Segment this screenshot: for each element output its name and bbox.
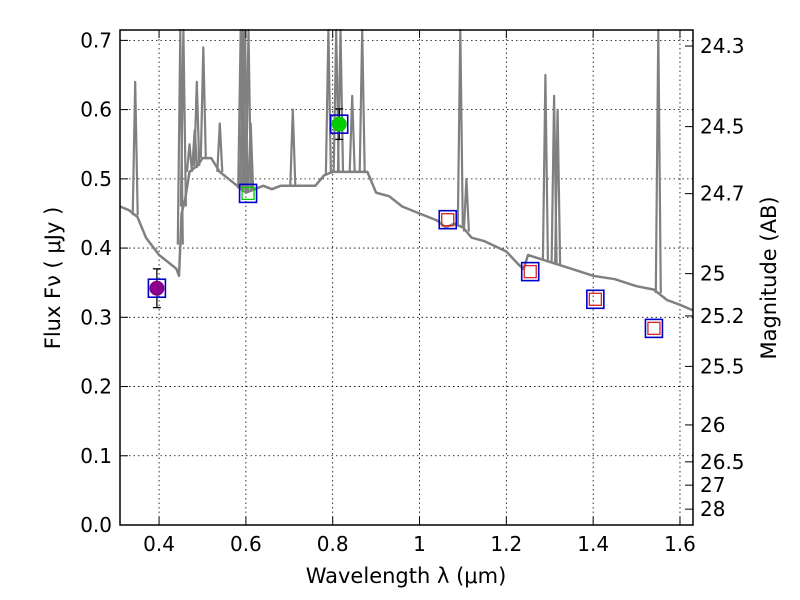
emission-line xyxy=(348,94,356,172)
x-axis-label: Wavelength λ (μm) xyxy=(306,564,507,588)
model-flux-square xyxy=(520,261,540,282)
upper-limit-marker xyxy=(588,292,602,306)
y-axis-label: Flux Fν ( μJy ) xyxy=(41,207,65,350)
emission-line xyxy=(541,73,549,261)
model-flux-square xyxy=(147,278,167,299)
emission-line xyxy=(193,80,201,167)
mag-tick-label: 26 xyxy=(700,413,725,437)
grid xyxy=(120,30,693,526)
emission-line xyxy=(199,46,207,159)
axis-ticks: 0.4 0.6 0.8 1 1.2 1.4 1.6 0.0 0.1 0.2 0.3 0.4 0.5 0.6… xyxy=(80,28,744,556)
y-tick-label: 0.6 xyxy=(80,98,112,122)
photometry-points xyxy=(147,108,664,339)
x-tick-label: 0.6 xyxy=(230,532,262,556)
x-tick-label: 0.8 xyxy=(317,532,349,556)
model-flux-square xyxy=(438,209,458,230)
mag-tick-label: 25 xyxy=(700,262,725,286)
upper-limit-marker xyxy=(647,321,661,336)
model-flux-square xyxy=(329,114,349,134)
emission-line xyxy=(462,177,470,232)
y-tick-label: 0.0 xyxy=(80,513,112,537)
observed-flux-point xyxy=(149,280,165,296)
x-tick-label: 1.2 xyxy=(490,532,522,556)
mag-tick-label: 25.2 xyxy=(700,304,745,328)
emission-line xyxy=(185,143,194,172)
mag-tick-label: 24.7 xyxy=(700,182,745,206)
x-tick-label: 1.4 xyxy=(577,532,609,556)
y-tick-label: 0.5 xyxy=(80,167,112,191)
mag-tick-label: 28 xyxy=(700,497,725,521)
y-tick-label: 0.2 xyxy=(80,375,112,399)
y2-axis-label: Magnitude (AB) xyxy=(757,196,781,359)
model-flux-square xyxy=(586,289,605,310)
observed-flux-point xyxy=(331,116,347,132)
mag-tick-label: 24.5 xyxy=(700,115,745,139)
y-tick-label: 0.3 xyxy=(80,305,112,329)
y-tick-label: 0.1 xyxy=(80,444,112,468)
emission-line xyxy=(131,80,139,216)
x-tick-label: 1 xyxy=(413,532,426,556)
y-tick-label: 0.7 xyxy=(80,28,112,52)
x-tick-label: 1.6 xyxy=(664,532,696,556)
mag-tick-label: 25.5 xyxy=(700,354,745,378)
emission-line xyxy=(216,122,224,172)
plot-frame xyxy=(119,29,694,526)
y-tick-label: 0.4 xyxy=(80,236,112,260)
emission-line xyxy=(247,122,255,191)
upper-limit-marker xyxy=(441,213,455,227)
mag-tick-label: 24.3 xyxy=(700,34,745,58)
mag-tick-label: 26.5 xyxy=(700,450,745,474)
upper-limit-marker xyxy=(523,264,537,279)
model-flux-square xyxy=(644,318,664,339)
emission-line xyxy=(554,108,562,265)
model-flux-square xyxy=(238,183,258,204)
mag-tick-label: 27 xyxy=(700,473,725,497)
upper-limit-marker xyxy=(241,186,255,201)
x-tick-label: 0.4 xyxy=(143,532,175,556)
emission-line xyxy=(289,108,297,186)
